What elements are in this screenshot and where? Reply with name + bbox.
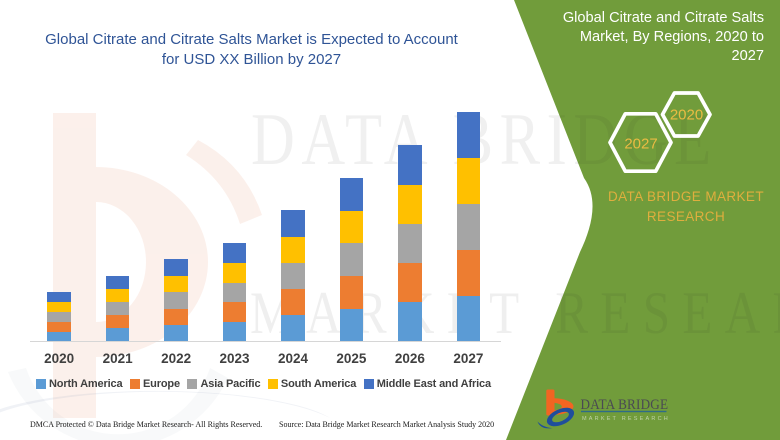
- svg-text:2020: 2020: [670, 107, 703, 124]
- svg-text:2027: 2027: [624, 136, 657, 153]
- svg-text:DATA BRIDGE: DATA BRIDGE: [581, 396, 669, 413]
- svg-text:MARKET RESEARCH: MARKET RESEARCH: [582, 416, 670, 422]
